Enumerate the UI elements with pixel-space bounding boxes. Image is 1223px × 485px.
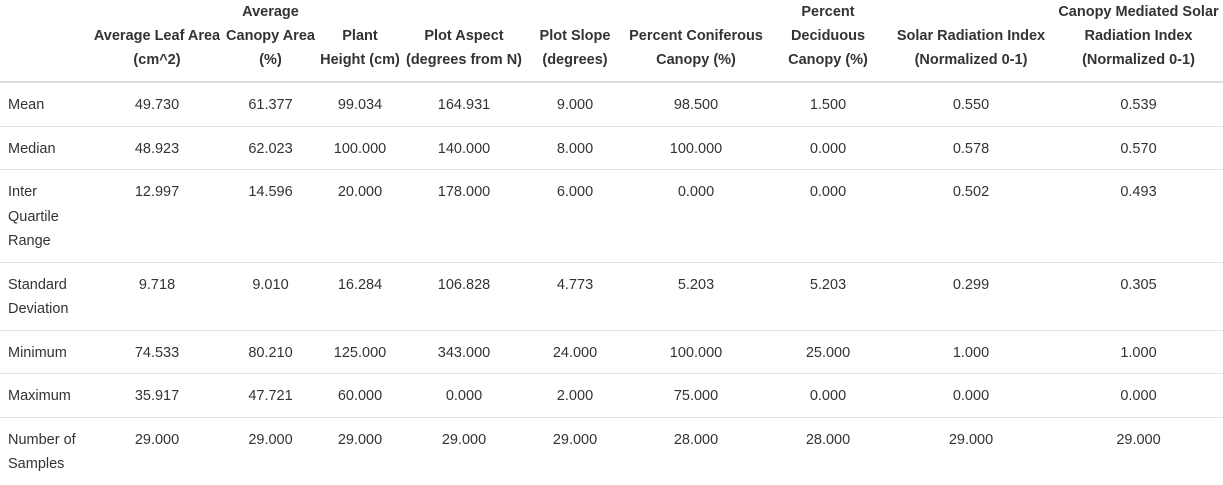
header-cell-blank [0,0,91,83]
table-cell: 74.533 [91,330,223,374]
table-row: Minimum 74.533 80.210 125.000 343.000 24… [0,330,1223,374]
table-cell: 16.284 [318,262,402,331]
table-cell: 343.000 [402,330,526,374]
table-cell: 125.000 [318,330,402,374]
table-cell: 4.773 [526,262,624,331]
table-cell: 12.997 [91,169,223,263]
table-cell: 9.718 [91,262,223,331]
table-cell: 98.500 [624,82,768,127]
table-cell: 25.000 [768,330,888,374]
row-label: Median [0,126,91,170]
table-cell: 29.000 [1116,431,1161,448]
header-cell: Percent Coniferous Canopy (%) [624,0,768,83]
table-row: Inter Quartile Range 12.997 14.596 20.00… [0,169,1223,263]
table-cell: 1.500 [768,82,888,127]
table-header-row: Average Leaf Area (cm^2) Average Canopy … [0,0,1223,83]
table-cell: 0.000 [624,169,768,263]
table-cell: 106.828 [402,262,526,331]
table-cell: 75.000 [624,373,768,418]
row-label: Standard Deviation [0,262,91,331]
table-cell: 164.931 [402,82,526,127]
table-cell: 0.305 [1054,262,1223,331]
table-cell: 0.000 [768,169,888,263]
table-cell: 47.721 [223,373,318,418]
table-cell: 0.000 [768,373,888,418]
table-cell: 140.000 [402,126,526,170]
table-cell: 24.000 [526,330,624,374]
table-cell: 62.023 [223,126,318,170]
table-cell: 0.000 [888,373,1054,418]
table-cell: 8.000 [526,126,624,170]
table-cell: 100.000 [624,126,768,170]
table-cell: 48.923 [91,126,223,170]
table-cell: 29.000 [441,431,487,448]
table-row: Standard Deviation 9.718 9.010 16.284 10… [0,262,1223,331]
table-cell: 0.570 [1054,126,1223,170]
table-cell: 100.000 [624,330,768,374]
table-cell: 29.000 [948,431,994,448]
table-cell: 0.502 [888,169,1054,263]
table-cell: 0.493 [1054,169,1223,263]
header-cell: Canopy Mediated Solar Radiation Index (N… [1054,0,1223,83]
row-label: Mean [0,82,91,127]
table-cell: 5.203 [624,262,768,331]
table-cell: 0.299 [888,262,1054,331]
table-cell: 5.203 [768,262,888,331]
row-label: Number of Samples [8,431,76,473]
table-cell: 1.000 [1054,330,1223,374]
header-cell: Solar Radiation Index (Normalized 0-1) [888,0,1054,83]
table-cell: 178.000 [402,169,526,263]
table-cell: 0.539 [1054,82,1223,127]
row-label: Inter Quartile Range [0,169,91,263]
row-label: Minimum [0,330,91,374]
table-cell: 0.000 [402,373,526,418]
header-cell: Percent Deciduous Canopy (%) [768,0,888,83]
table-cell: 29.000 [337,431,383,448]
table-cell: 28.000 [805,431,851,448]
header-cell: Average Leaf Area (cm^2) [91,0,223,83]
table-cell: 99.034 [318,82,402,127]
table-cell: 60.000 [318,373,402,418]
table-cell: 29.000 [134,431,180,448]
table-cell: 0.000 [1054,373,1223,418]
table-cell: 1.000 [888,330,1054,374]
table-cell: 20.000 [318,169,402,263]
table-cell: 35.917 [91,373,223,418]
table-cell: 6.000 [526,169,624,263]
table-cell: 2.000 [526,373,624,418]
table-cell: 9.010 [223,262,318,331]
header-cell: Average Canopy Area (%) [223,0,318,83]
table-cell: 29.000 [552,431,598,448]
header-cell: Plot Aspect (degrees from N) [402,0,526,83]
table-cell: 61.377 [223,82,318,127]
table-cell: 0.000 [768,126,888,170]
table-row: Mean 49.730 61.377 99.034 164.931 9.000 … [0,82,1223,127]
header-cell: Plot Slope (degrees) [526,0,624,83]
row-label: Maximum [0,373,91,418]
header-cell: Plant Height (cm) [318,0,402,83]
table-cell: 49.730 [91,82,223,127]
table-cell: 9.000 [526,82,624,127]
table-row: Median 48.923 62.023 100.000 140.000 8.0… [0,126,1223,170]
table-row: Number of Samples 29.000 29.000 29.000 2… [0,417,1223,485]
table-cell: 0.550 [888,82,1054,127]
table-cell: 100.000 [318,126,402,170]
table-cell: 29.000 [248,431,293,448]
table-cell: 14.596 [223,169,318,263]
table-cell: 28.000 [673,431,719,448]
table-row: Maximum 35.917 47.721 60.000 0.000 2.000… [0,373,1223,418]
table-cell: 0.578 [888,126,1054,170]
table-cell: 80.210 [223,330,318,374]
